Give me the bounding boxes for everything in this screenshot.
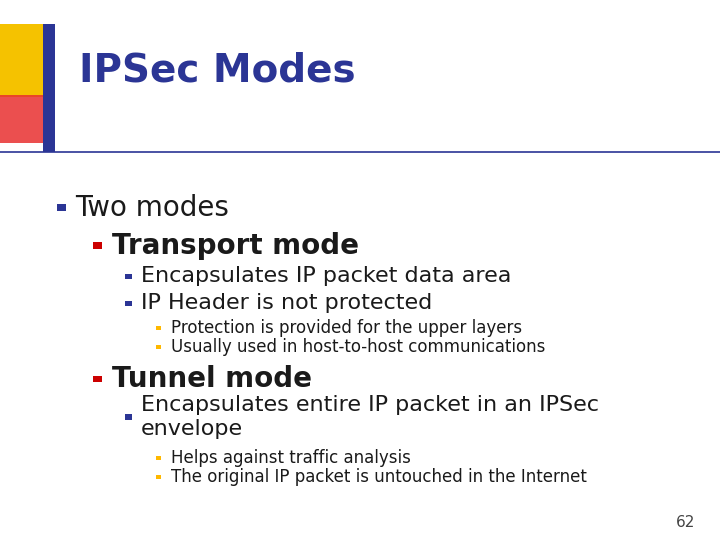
FancyBboxPatch shape bbox=[93, 242, 102, 249]
FancyBboxPatch shape bbox=[156, 326, 161, 330]
FancyBboxPatch shape bbox=[93, 376, 102, 382]
Text: Protection is provided for the upper layers: Protection is provided for the upper lay… bbox=[171, 319, 522, 337]
Text: IPSec Modes: IPSec Modes bbox=[79, 51, 356, 89]
Text: The original IP packet is untouched in the Internet: The original IP packet is untouched in t… bbox=[171, 468, 587, 486]
FancyBboxPatch shape bbox=[156, 345, 161, 349]
Text: Two modes: Two modes bbox=[76, 194, 230, 222]
FancyBboxPatch shape bbox=[156, 475, 161, 479]
FancyBboxPatch shape bbox=[57, 204, 66, 211]
FancyBboxPatch shape bbox=[0, 94, 43, 143]
Text: Transport mode: Transport mode bbox=[112, 232, 359, 260]
Text: 62: 62 bbox=[675, 515, 695, 530]
FancyBboxPatch shape bbox=[125, 414, 132, 420]
Text: Tunnel mode: Tunnel mode bbox=[112, 365, 312, 393]
FancyBboxPatch shape bbox=[156, 456, 161, 460]
FancyBboxPatch shape bbox=[43, 24, 55, 152]
Text: Helps against traffic analysis: Helps against traffic analysis bbox=[171, 449, 410, 467]
FancyBboxPatch shape bbox=[0, 24, 52, 97]
Text: Encapsulates IP packet data area: Encapsulates IP packet data area bbox=[141, 266, 511, 287]
Text: IP Header is not protected: IP Header is not protected bbox=[141, 293, 433, 314]
Text: Usually used in host-to-host communications: Usually used in host-to-host communicati… bbox=[171, 338, 545, 356]
FancyBboxPatch shape bbox=[125, 301, 132, 306]
Text: Encapsulates entire IP packet in an IPSec
envelope: Encapsulates entire IP packet in an IPSe… bbox=[141, 395, 599, 439]
FancyBboxPatch shape bbox=[125, 274, 132, 279]
